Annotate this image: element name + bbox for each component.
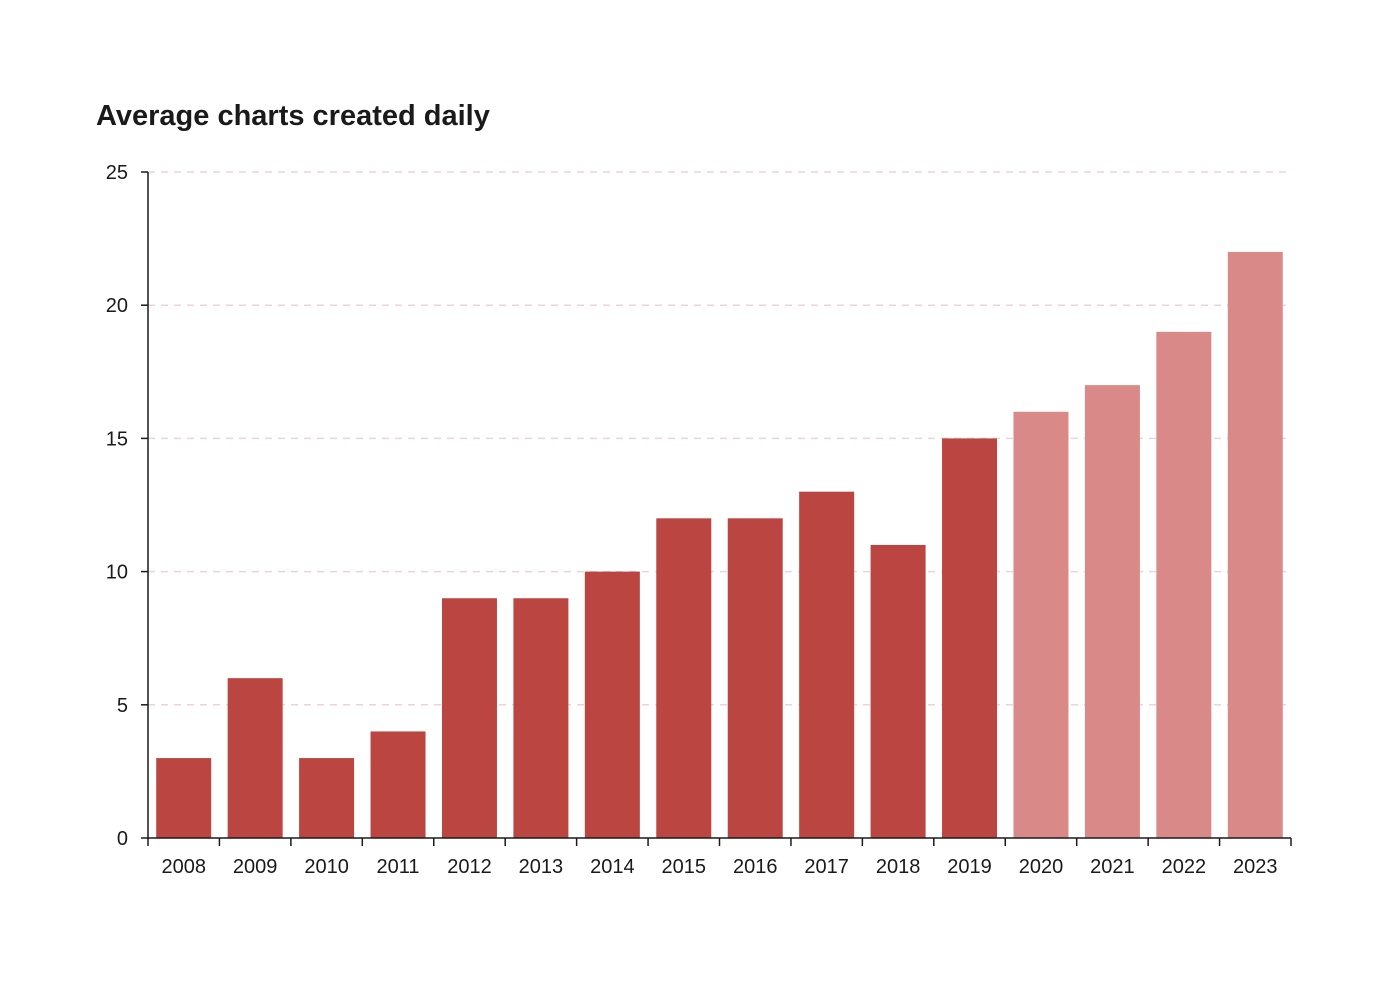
- bar-2011: [370, 731, 426, 838]
- x-tick-label: 2021: [1090, 856, 1135, 878]
- y-tick-label: 15: [106, 428, 128, 450]
- bar-2010: [299, 758, 355, 838]
- y-tick-label: 5: [117, 695, 128, 717]
- x-tick-label: 2008: [161, 856, 206, 878]
- x-tick-label: 2013: [519, 856, 564, 878]
- x-tick-label: 2009: [233, 856, 278, 878]
- y-tick-label: 0: [117, 828, 128, 850]
- x-tick-label: 2012: [447, 856, 492, 878]
- bar-2022: [1156, 331, 1212, 838]
- bar-2021: [1084, 385, 1140, 838]
- x-tick-label: 2011: [377, 856, 420, 878]
- bar-2014: [584, 571, 640, 838]
- y-tick-label: 25: [106, 162, 128, 184]
- x-tick-label: 2016: [733, 856, 778, 878]
- x-tick-label: 2020: [1019, 856, 1064, 878]
- bar-2012: [441, 598, 497, 838]
- bar-2008: [156, 758, 212, 838]
- axes: [141, 171, 1292, 846]
- bar-2019: [942, 438, 998, 838]
- bar-2017: [799, 491, 855, 838]
- bar-2015: [656, 518, 712, 838]
- x-tick-label: 2018: [876, 856, 921, 878]
- bar-2018: [870, 544, 926, 838]
- bar-2009: [227, 678, 283, 838]
- y-tick-label: 20: [106, 295, 128, 317]
- x-tick-label: 2023: [1233, 856, 1278, 878]
- x-tick-label: 2015: [662, 856, 707, 878]
- bar-2013: [513, 598, 569, 838]
- bar-2020: [1013, 411, 1069, 838]
- bar-2023: [1227, 251, 1283, 839]
- x-tick-label: 2010: [304, 856, 349, 878]
- bar-2016: [727, 518, 783, 838]
- tick-labels: 0 5 10 15 20 25 2008 2009 2010 2011 2012 2013 2014 20…: [106, 162, 1278, 878]
- x-tick-label: 2019: [947, 856, 992, 878]
- bars: [156, 251, 1283, 839]
- chart-title: Average charts created daily: [96, 100, 490, 132]
- y-tick-label: 10: [106, 562, 128, 584]
- x-tick-label: 2017: [804, 856, 849, 878]
- x-tick-label: 2022: [1162, 856, 1207, 878]
- x-tick-label: 2014: [590, 856, 635, 878]
